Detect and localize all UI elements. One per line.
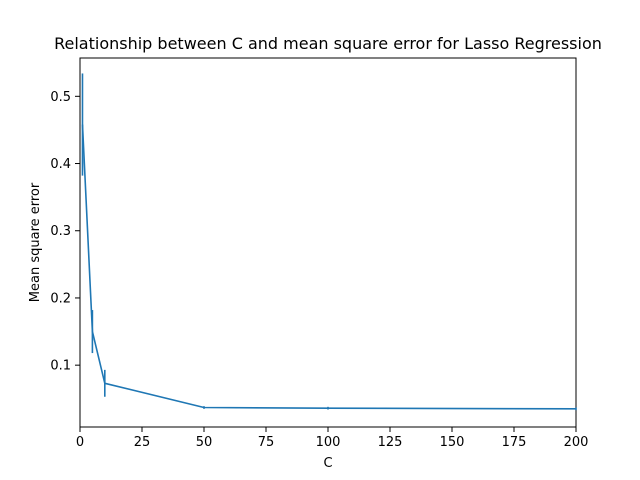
y-axis-label: Mean square error — [28, 182, 43, 302]
plot-frame — [79, 57, 577, 428]
chart-title: Relationship between C and mean square e… — [54, 34, 602, 53]
series-layer — [81, 73, 577, 411]
y-tick-label: 0.5 — [50, 90, 71, 105]
x-tick-label: 25 — [134, 435, 151, 450]
y-tick-label: 0.1 — [50, 359, 71, 374]
y-tick-label: 0.3 — [50, 224, 71, 239]
x-tick-label: 175 — [502, 435, 527, 450]
y-axis: 0.1 0.2 0.3 0.4 0.5 — [50, 90, 80, 374]
x-tick-label: 0 — [76, 435, 84, 450]
x-tick-label: 75 — [258, 435, 275, 450]
x-tick-label: 150 — [440, 435, 465, 450]
x-axis: 0 25 50 75 100 125 150 175 200 — [76, 427, 589, 450]
x-tick-label: 50 — [196, 435, 213, 450]
x-tick-label: 200 — [564, 435, 589, 450]
series-line — [81, 124, 577, 410]
x-axis-label: C — [323, 456, 332, 471]
x-tick-label: 125 — [378, 435, 403, 450]
y-tick-label: 0.2 — [50, 291, 71, 306]
y-tick-label: 0.4 — [50, 157, 71, 172]
x-tick-label: 100 — [316, 435, 341, 450]
plot-area — [79, 57, 577, 428]
